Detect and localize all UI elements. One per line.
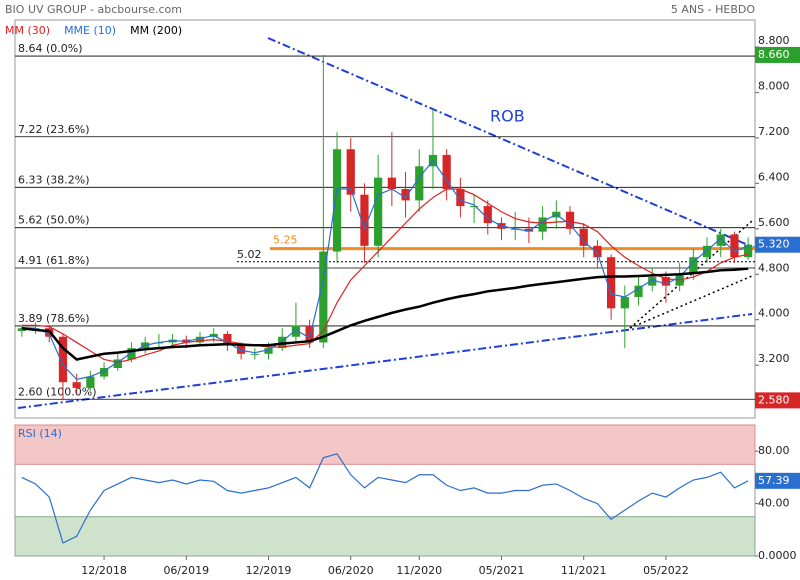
x-tick-label: 12/2018 [81, 564, 127, 577]
candle-body [17, 328, 26, 332]
y-tick-label: 8.800 [758, 34, 790, 47]
candle-body [72, 382, 81, 388]
candle-body [264, 348, 273, 354]
price-panel [14, 19, 756, 419]
moving-average [21, 267, 749, 361]
candle-body [620, 296, 629, 309]
candle-body [565, 211, 575, 229]
candle-body [524, 228, 533, 232]
trendline-label: ROB [490, 107, 525, 126]
x-tick-label: 12/2019 [246, 564, 292, 577]
candle-body [305, 325, 314, 343]
candle-body [291, 325, 301, 337]
candle-body [332, 149, 342, 252]
candle-body [634, 285, 643, 297]
candle-body [730, 234, 739, 258]
support-label: 5.25 [273, 234, 298, 247]
fib-label: 5.62 (50.0%) [18, 214, 90, 227]
candle-body [99, 368, 109, 377]
legend-entry: MM (30) [5, 24, 50, 37]
candle-body [237, 345, 246, 354]
y-tick-label: 4.800 [758, 261, 790, 274]
moving-average [21, 188, 749, 363]
legend-entry: MM (200) [130, 24, 182, 37]
x-tick-label: 06/2020 [328, 564, 374, 577]
candle-body [579, 228, 588, 246]
candle-body [744, 244, 753, 258]
candle-body [661, 277, 671, 286]
price-tag-label: 2.580 [758, 393, 790, 406]
price-tag [755, 46, 800, 63]
candle-body [195, 336, 205, 343]
x-tick-label: 05/2021 [479, 564, 525, 577]
fib-label: 2.60 (100.0%) [18, 385, 97, 398]
candle-body [319, 251, 328, 343]
candle-body [113, 359, 122, 369]
candle-body [607, 257, 616, 309]
candle-body [456, 189, 465, 207]
x-tick-label: 11/2021 [561, 564, 607, 577]
price-tag-label: 5.320 [758, 238, 790, 251]
rsi-line [21, 453, 749, 544]
rsi-tick-label: 40.00 [758, 497, 790, 510]
price-tag [755, 392, 800, 409]
overbought-zone [14, 424, 756, 465]
candle-body [415, 166, 424, 201]
x-tick-label: 11/2020 [396, 564, 442, 577]
fib-label: 6.33 (38.2%) [18, 173, 90, 186]
fib-label: 4.91 (61.8%) [18, 254, 90, 267]
moving-average [21, 159, 749, 381]
candle-body [401, 189, 410, 201]
trendline [17, 313, 753, 409]
candle-body [442, 154, 451, 190]
candle-body [702, 245, 712, 258]
y-tick-label: 8.000 [758, 79, 790, 92]
fib-label: 7.22 (23.6%) [18, 123, 90, 136]
candle-body [387, 177, 396, 190]
rsi-tick-label: 0.0000 [758, 549, 797, 562]
candle-body [593, 245, 602, 258]
candle-body [483, 206, 492, 224]
candle-body [716, 234, 725, 246]
candle-body [127, 348, 136, 360]
y-tick-label: 6.400 [758, 170, 790, 183]
candle-body [86, 376, 95, 388]
candle-body [374, 177, 383, 246]
rsi-title: RSI (14) [18, 427, 62, 440]
fib-label: 8.64 (0.0%) [18, 42, 83, 55]
dotted-level-label: 5.02 [237, 248, 262, 261]
candle-body [648, 277, 657, 286]
fib-label: 3.89 (78.6%) [18, 312, 90, 325]
candle-body [223, 333, 232, 346]
oversold-zone [14, 516, 756, 557]
rsi-tag [755, 472, 800, 489]
channel-line [629, 275, 753, 329]
candle-body [469, 206, 479, 208]
candle-body [360, 194, 369, 246]
y-tick-label: 4.000 [758, 307, 790, 320]
legend-entry: MME (10) [64, 24, 116, 37]
rsi-tick-label: 80.00 [758, 444, 790, 457]
chart-subtitle: 5 ANS - HEBDO [671, 3, 755, 16]
candle-body [250, 353, 259, 355]
chart-title: BIO UV GROUP - abcbourse.com [5, 3, 182, 16]
price-tag [755, 236, 800, 253]
candle-body [689, 257, 698, 275]
candle-body [58, 336, 68, 383]
candle-body [538, 217, 547, 232]
y-tick-label: 3.200 [758, 352, 790, 365]
x-tick-label: 05/2022 [643, 564, 689, 577]
candle-body [346, 149, 355, 195]
y-tick-label: 7.200 [758, 125, 790, 138]
x-tick-label: 06/2019 [163, 564, 209, 577]
rsi-tag-label: 57.39 [758, 474, 790, 487]
y-tick-label: 5.600 [758, 216, 790, 229]
price-tag-label: 8.660 [758, 48, 790, 61]
